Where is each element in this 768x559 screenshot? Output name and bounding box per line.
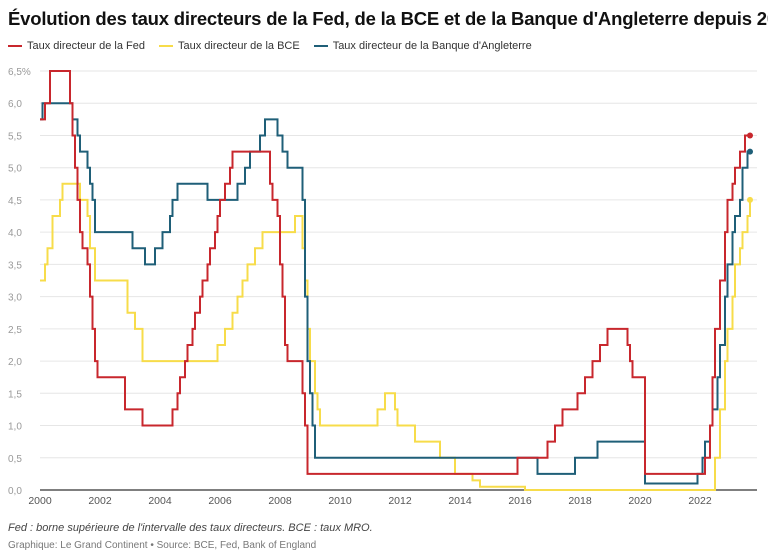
y-tick-label: 5,5 <box>8 131 22 142</box>
series-line-boe <box>40 102 750 485</box>
x-tick-label: 2012 <box>388 495 412 507</box>
chart-note: Fed : borne supérieure de l'intervalle d… <box>8 522 373 534</box>
x-tick-label: 2022 <box>688 495 712 507</box>
legend-swatch-boe <box>313 45 328 47</box>
legend-label-fed: Taux directeur de la Fed <box>27 40 146 52</box>
legend-label-bce: Taux directeur de la BCE <box>178 40 300 52</box>
legend-swatch-fed <box>8 45 22 47</box>
series-line-fed <box>40 70 750 475</box>
x-tick-label: 2014 <box>448 495 472 507</box>
chart-title: Évolution des taux directeurs de la Fed,… <box>8 8 768 29</box>
y-tick-label: 3,5 <box>8 260 22 271</box>
y-tick-label: 6,5% <box>8 67 31 78</box>
x-tick-label: 2008 <box>268 495 292 507</box>
series-end-point-boe <box>747 148 753 155</box>
series-end-point-fed <box>747 132 753 139</box>
series-line-bce <box>40 182 751 491</box>
y-tick-label: 6,0 <box>8 99 22 110</box>
x-tick-label: 2002 <box>88 495 112 507</box>
y-tick-label: 3,0 <box>8 293 22 304</box>
y-tick-label: 2,5 <box>8 325 22 336</box>
y-tick-label: 2,0 <box>8 357 22 368</box>
y-tick-label: 1,0 <box>8 422 22 433</box>
y-tick-label: 1,5 <box>8 389 22 400</box>
x-tick-label: 2010 <box>328 495 352 507</box>
chart-source: Graphique: Le Grand Continent • Source: … <box>8 540 317 551</box>
legend-label-boe: Taux directeur de la Banque d'Angleterre <box>332 40 532 52</box>
x-tick-label: 2020 <box>628 495 652 507</box>
y-tick-label: 5,0 <box>8 164 22 175</box>
legend-swatch-bce <box>159 45 174 47</box>
x-tick-label: 2006 <box>208 495 232 507</box>
legend-item-bce: Taux directeur de la BCE <box>159 40 300 52</box>
y-tick-label: 0,5 <box>8 454 22 465</box>
y-tick-label: 0,0 <box>8 486 22 497</box>
legend-item-boe: Taux directeur de la Banque d'Angleterre <box>313 40 532 52</box>
x-tick-label: 2000 <box>28 495 52 507</box>
legend-item-fed: Taux directeur de la Fed <box>8 40 145 52</box>
y-tick-label: 4,5 <box>8 196 22 207</box>
x-tick-label: 2018 <box>568 495 592 507</box>
x-tick-label: 2004 <box>148 495 172 507</box>
legend: Taux directeur de la Fed Taux directeur … <box>8 40 532 52</box>
series-end-point-bce <box>747 196 753 203</box>
y-tick-label: 4,0 <box>8 228 22 239</box>
x-tick-label: 2016 <box>508 495 532 507</box>
